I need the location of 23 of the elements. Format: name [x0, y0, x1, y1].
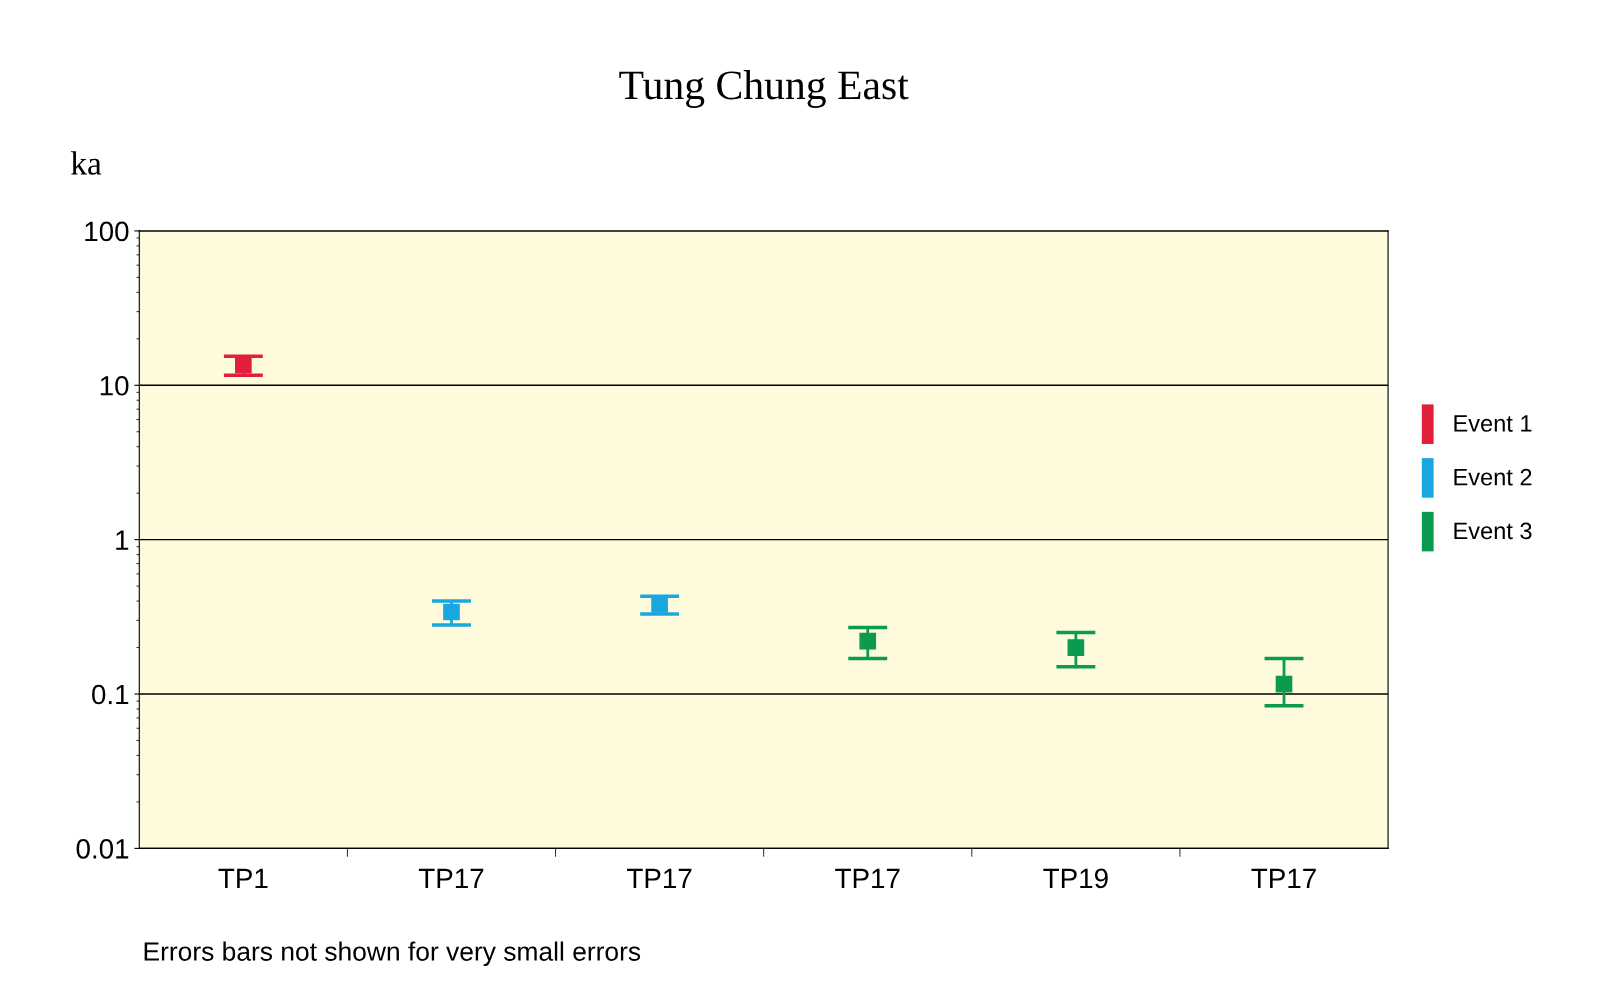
point: [1275, 675, 1293, 693]
x-tick-label: TP17: [627, 868, 692, 888]
point: [443, 603, 460, 621]
x-tick-label: TP17: [418, 868, 484, 888]
y-axis-title: ka: [71, 151, 102, 175]
y-tick-label: 0.01: [76, 839, 129, 859]
point: [651, 596, 668, 613]
y-tick-label: 10: [100, 375, 129, 396]
y-tick-label: 100: [85, 221, 129, 242]
legend-label: Event 3: [1454, 522, 1532, 540]
chart-title: Tung Chung East: [619, 70, 909, 108]
x-tick-label: TP17: [835, 868, 900, 888]
legend-label: Event 2: [1454, 468, 1532, 486]
y-tick-label: 0.1: [92, 684, 129, 705]
y-tick-label: 1: [116, 530, 129, 550]
point: [1067, 639, 1085, 656]
x-tick-label: TP19: [1043, 868, 1108, 889]
legend-label: Event 1: [1454, 415, 1532, 432]
point: [859, 632, 877, 650]
point: [235, 356, 252, 374]
x-tick-label: TP17: [1251, 868, 1316, 888]
x-tick-label: TP1: [218, 868, 268, 888]
text: Errors bars not shown for very small errors: [144, 941, 641, 967]
